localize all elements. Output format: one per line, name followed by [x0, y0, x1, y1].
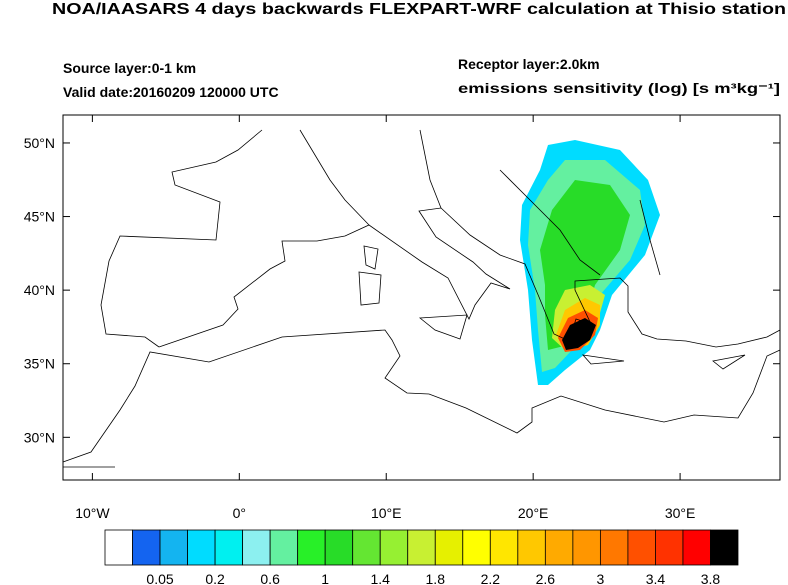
- colorbar-swatch: [324, 529, 354, 566]
- colorbar-swatch: [159, 529, 188, 566]
- colorbar-swatch: [462, 529, 491, 566]
- colorbar-swatch: [269, 529, 299, 566]
- x-tick-label: 20°E: [518, 505, 549, 521]
- x-tick-label: 30°E: [665, 505, 696, 521]
- plume: [520, 140, 660, 385]
- colorbar-swatch: [599, 529, 629, 566]
- colorbar-label: 3.4: [646, 571, 666, 585]
- colorbar-label: 0.05: [146, 571, 173, 585]
- colorbar-label: 0.2: [205, 571, 225, 585]
- x-tick-label: 10°W: [75, 505, 110, 521]
- y-tick-label: 40°N: [24, 282, 55, 298]
- colorbar-label: 1: [321, 571, 329, 585]
- colorbar-swatch: [517, 529, 546, 566]
- colorbar-swatch: [352, 529, 381, 566]
- y-tick-label: 30°N: [24, 429, 55, 445]
- colorbar-swatch: [132, 529, 161, 566]
- colorbar-label: 2.2: [481, 571, 501, 585]
- coastlines: [62, 129, 781, 468]
- colorbar-swatch: [187, 529, 216, 566]
- x-tick-label: 0°: [233, 505, 246, 521]
- colorbar-swatch: [379, 529, 409, 566]
- units-label: emissions sensitivity (log) [s m³kg⁻¹]: [458, 80, 780, 96]
- colorbar-swatch: [627, 529, 656, 566]
- colorbar-swatch: [214, 529, 244, 566]
- colorbar-swatch: [682, 529, 711, 566]
- colorbar-label: 3: [596, 571, 604, 585]
- colorbar-label: 1.8: [426, 571, 446, 585]
- colorbar-swatch: [104, 529, 133, 566]
- y-tick-label: 35°N: [24, 356, 55, 372]
- colorbar-label: 1.4: [370, 571, 390, 585]
- colorbar-swatch: [572, 529, 601, 566]
- source-layer: Source layer:0-1 km: [63, 60, 196, 76]
- colorbar-swatch: [242, 529, 271, 566]
- x-tick-label: 10°E: [371, 505, 402, 521]
- colorbar-swatch: [297, 529, 326, 566]
- colorbar-swatch: [710, 529, 739, 566]
- colorbar-label: 0.6: [260, 571, 280, 585]
- colorbar-label: 2.6: [536, 571, 556, 585]
- colorbar-swatch: [544, 529, 574, 566]
- colorbar-swatch: [407, 529, 436, 566]
- title: NOA/IAASARS 4 days backwards FLEXPART-WR…: [52, 1, 786, 18]
- valid-date: Valid date:20160209 120000 UTC: [63, 84, 279, 100]
- colorbar-swatch: [434, 529, 464, 566]
- receptor-layer: Receptor layer:2.0km: [458, 56, 600, 72]
- y-tick-label: 45°N: [24, 209, 55, 225]
- colorbar-swatch: [655, 529, 684, 566]
- colorbar-swatch: [489, 529, 519, 566]
- colorbar-label: 3.8: [701, 571, 721, 585]
- map: [62, 114, 781, 481]
- y-tick-label: 50°N: [24, 135, 55, 151]
